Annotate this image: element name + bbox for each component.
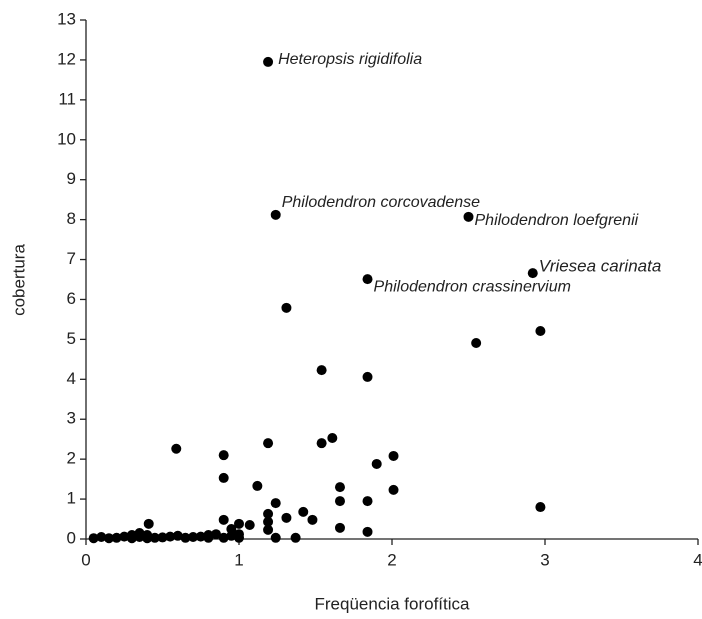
annotation: Vriesea carinata bbox=[539, 257, 662, 276]
annotation: Philodendron crassinervium bbox=[374, 278, 571, 295]
point bbox=[281, 512, 292, 523]
x-tick-label: 4 bbox=[693, 550, 702, 569]
point bbox=[327, 432, 338, 443]
x-tick-label: 2 bbox=[387, 550, 396, 569]
y-tick-label: 6 bbox=[67, 289, 76, 308]
point bbox=[334, 496, 345, 507]
point bbox=[171, 443, 182, 454]
point bbox=[307, 514, 318, 525]
x-tick-label: 0 bbox=[81, 550, 90, 569]
point bbox=[362, 274, 373, 285]
point bbox=[211, 529, 222, 540]
point bbox=[362, 526, 373, 537]
point bbox=[298, 506, 309, 517]
point bbox=[226, 530, 237, 541]
point bbox=[263, 516, 274, 527]
y-tick-label: 0 bbox=[67, 528, 76, 547]
point bbox=[218, 472, 229, 483]
point bbox=[527, 268, 538, 279]
point bbox=[165, 531, 176, 542]
y-axis-label: cobertura bbox=[9, 244, 28, 316]
point bbox=[96, 532, 107, 543]
point bbox=[388, 450, 399, 461]
y-tick-label: 10 bbox=[57, 129, 76, 148]
annotation: Heteropsis rigidifolia bbox=[278, 51, 422, 68]
point bbox=[244, 520, 255, 531]
point bbox=[218, 514, 229, 525]
point bbox=[535, 502, 546, 513]
point bbox=[463, 211, 474, 222]
point bbox=[134, 532, 145, 543]
point bbox=[270, 532, 281, 543]
point bbox=[281, 302, 292, 313]
point bbox=[316, 365, 327, 376]
y-tick-label: 4 bbox=[67, 369, 76, 388]
point bbox=[362, 496, 373, 507]
point bbox=[103, 533, 114, 544]
point bbox=[270, 209, 281, 220]
point bbox=[263, 438, 274, 449]
point bbox=[362, 371, 373, 382]
point bbox=[149, 532, 160, 543]
point bbox=[263, 56, 274, 67]
annotation: Philodendron loefgrenii bbox=[475, 212, 639, 229]
point bbox=[334, 522, 345, 533]
y-tick-label: 9 bbox=[67, 169, 76, 188]
y-tick-label: 2 bbox=[67, 449, 76, 468]
point bbox=[535, 326, 546, 337]
point bbox=[270, 498, 281, 509]
point bbox=[88, 533, 99, 544]
point bbox=[334, 482, 345, 493]
point bbox=[218, 450, 229, 461]
point bbox=[316, 438, 327, 449]
x-tick-label: 3 bbox=[540, 550, 549, 569]
point bbox=[119, 531, 130, 542]
y-tick-label: 11 bbox=[58, 89, 76, 108]
y-tick-label: 3 bbox=[67, 409, 76, 428]
point bbox=[126, 533, 137, 544]
point bbox=[143, 518, 154, 529]
point bbox=[371, 458, 382, 469]
point bbox=[234, 529, 244, 540]
point bbox=[252, 480, 263, 491]
y-tick-label: 1 bbox=[67, 489, 76, 508]
point bbox=[188, 532, 199, 543]
y-tick-label: 5 bbox=[67, 329, 76, 348]
point bbox=[180, 532, 191, 543]
y-tick-label: 7 bbox=[67, 249, 76, 268]
x-tick-label: 1 bbox=[234, 550, 243, 569]
point bbox=[172, 530, 183, 541]
y-tick-label: 12 bbox=[57, 49, 76, 68]
point bbox=[157, 532, 168, 543]
point bbox=[111, 532, 122, 543]
point bbox=[290, 532, 301, 543]
point bbox=[263, 524, 274, 535]
point bbox=[142, 533, 153, 544]
x-axis-label: Freqüencia forofítica bbox=[315, 594, 471, 613]
point bbox=[203, 532, 214, 543]
point bbox=[388, 484, 399, 495]
point bbox=[471, 337, 482, 348]
y-tick-label: 13 bbox=[57, 9, 76, 28]
y-tick-label: 8 bbox=[67, 209, 76, 228]
point bbox=[263, 508, 274, 519]
point bbox=[195, 531, 206, 542]
point bbox=[218, 532, 229, 543]
annotation: Philodendron corcovadense bbox=[282, 194, 480, 211]
point bbox=[234, 518, 244, 529]
